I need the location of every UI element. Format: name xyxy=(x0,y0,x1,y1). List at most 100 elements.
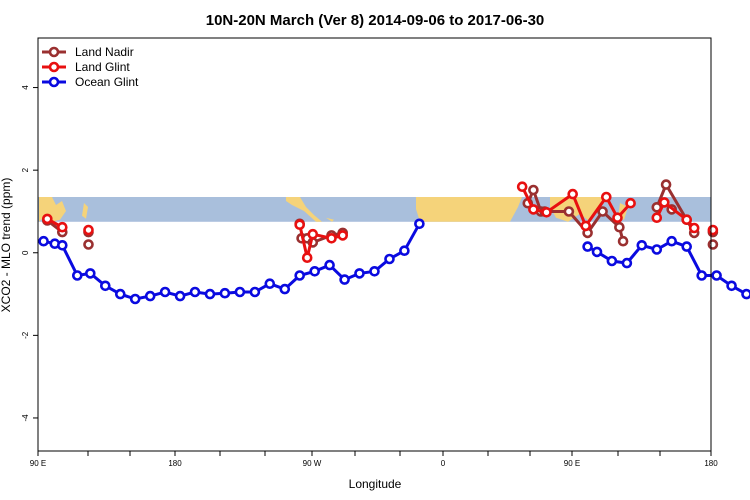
x-tick-label: 90 E xyxy=(564,459,580,468)
ocean-glint-point xyxy=(681,241,693,252)
land-glint-point xyxy=(337,230,349,241)
ocean-glint-point xyxy=(414,218,425,230)
y-tick-label: -2 xyxy=(21,331,30,339)
ocean-glint-point xyxy=(399,245,410,256)
y-tick-label: -4 xyxy=(21,414,30,422)
land-glint-point xyxy=(326,233,337,244)
land-glint-point xyxy=(688,222,700,234)
y-axis: -4 -2 0 2 4 xyxy=(21,85,38,422)
land-nadir-point xyxy=(614,221,625,233)
land-glint-point xyxy=(707,224,719,236)
ocean-glint-point xyxy=(38,235,49,247)
legend-land-glint-label: Land Glint xyxy=(75,60,130,74)
legend-land-nadir-label: Land Nadir xyxy=(75,45,134,59)
ocean-glint-point xyxy=(189,286,201,298)
x-tick-label: 90 W xyxy=(303,459,322,468)
legend-land-nadir-marker xyxy=(48,46,60,58)
land-nadir-point xyxy=(660,179,672,190)
ocean-glint-point xyxy=(309,265,321,277)
ocean-glint-point xyxy=(294,270,306,281)
land-glint-point xyxy=(307,228,319,240)
ocean-glint-point xyxy=(384,253,395,265)
land-glint-point xyxy=(528,204,539,215)
ocean-glint-point xyxy=(249,286,261,298)
land-glint-point xyxy=(600,191,612,203)
x-axis-label: Longitude xyxy=(349,477,402,491)
y-tick-label: 2 xyxy=(21,167,30,172)
ocean-glint-line xyxy=(586,239,750,297)
land-nadir-point xyxy=(617,235,629,247)
ocean-glint-line xyxy=(43,223,421,301)
ocean-glint-point xyxy=(621,257,633,269)
ocean-glint-point xyxy=(115,288,126,300)
land-glint-point xyxy=(41,213,53,225)
land-area xyxy=(82,203,88,219)
land-nadir-point xyxy=(707,239,719,250)
ocean-glint-point xyxy=(144,290,156,302)
ocean-glint-point xyxy=(369,265,380,277)
land-glint-point xyxy=(56,221,68,233)
x-tick-label: 0 xyxy=(441,459,446,468)
land-glint-point xyxy=(567,188,579,200)
land-glint-point xyxy=(625,197,636,209)
land-glint-point xyxy=(301,252,313,264)
y-tick-label: 0 xyxy=(21,250,30,255)
ocean-glint-point xyxy=(651,244,663,255)
ocean-glint-point xyxy=(264,278,276,290)
land-glint-point xyxy=(541,207,552,218)
ocean-glint-point xyxy=(339,274,350,285)
land-glint-point xyxy=(516,181,528,192)
land-glint-point xyxy=(294,219,306,230)
land-glint-point xyxy=(658,197,670,208)
ocean-glint-point xyxy=(234,286,246,298)
ocean-glint-point xyxy=(696,270,708,281)
ocean-glint-point xyxy=(636,240,648,251)
chart-title: 10N-20N March (Ver 8) 2014-09-06 to 2017… xyxy=(206,12,545,29)
ocean-glint-point xyxy=(204,288,216,300)
ocean-glint-point xyxy=(666,235,678,247)
ocean-glint-point xyxy=(219,287,231,299)
plot-frame xyxy=(37,37,712,452)
land-area xyxy=(286,197,322,222)
ocean-glint-point xyxy=(100,280,111,292)
legend-land-glint-marker xyxy=(48,61,60,73)
land-nadir-point xyxy=(83,239,94,250)
land-nadir-point xyxy=(528,184,539,196)
ocean-glint-point xyxy=(354,268,365,279)
ocean-glint-point xyxy=(174,290,186,302)
land-glint-point xyxy=(681,214,693,225)
legend-ocean-glint-label: Ocean Glint xyxy=(75,75,139,89)
x-tick-label: 180 xyxy=(168,459,182,468)
ocean-glint-point xyxy=(129,293,141,305)
land-glint-line xyxy=(655,200,696,230)
land-glint-point xyxy=(83,224,94,236)
land-glint-point xyxy=(651,212,663,223)
x-axis: 90 E 180 90 W 0 90 E 180 xyxy=(30,450,718,468)
ocean-glint-point xyxy=(324,259,335,271)
series-layer xyxy=(38,179,750,305)
land-glint-point xyxy=(612,212,623,223)
ocean-glint-point xyxy=(279,283,291,295)
land-area xyxy=(416,197,522,222)
ocean-glint-point xyxy=(741,288,750,300)
y-tick-label: 4 xyxy=(21,85,30,90)
ocean-glint-point xyxy=(711,270,722,281)
x-tick-label: 90 E xyxy=(30,459,46,468)
ocean-glint-point xyxy=(85,268,96,279)
ocean-glint-point xyxy=(56,240,68,251)
ocean-glint-point xyxy=(606,255,618,267)
legend-ocean-glint-marker xyxy=(48,76,60,88)
ocean-glint-point xyxy=(72,270,83,281)
land-area xyxy=(326,217,334,222)
y-axis-label: XCO2 - MLO trend (ppm) xyxy=(0,178,13,313)
ocean-glint-point xyxy=(582,241,593,252)
ocean-glint-point xyxy=(591,246,603,258)
land-area xyxy=(550,197,604,222)
land-glint-point xyxy=(580,220,592,232)
ocean-glint-point xyxy=(159,286,171,298)
land-nadir-point xyxy=(563,206,575,217)
land-nadir-point xyxy=(597,206,608,217)
x-tick-label: 180 xyxy=(704,459,718,468)
